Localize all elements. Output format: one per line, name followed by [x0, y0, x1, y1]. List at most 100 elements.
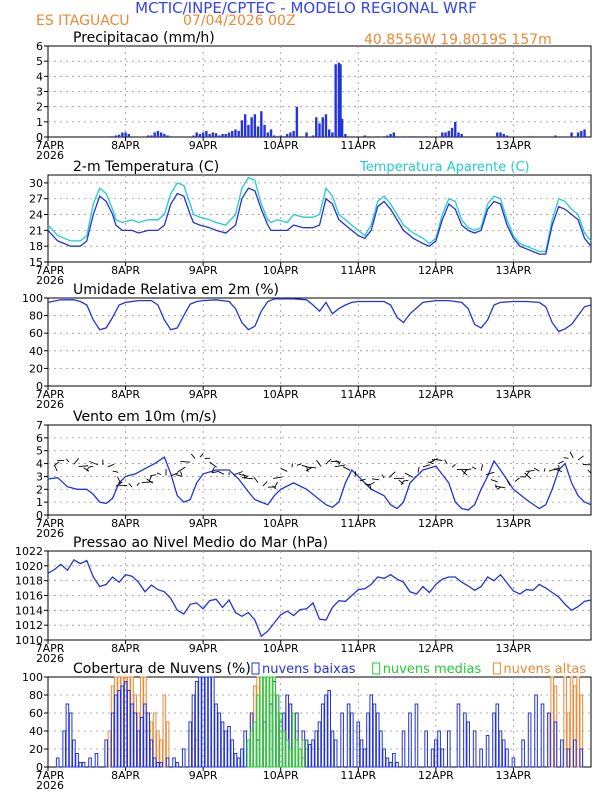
- cloud-bar: [128, 691, 131, 768]
- x-tick-label: 12APR: [418, 388, 454, 401]
- cloud-bar: [315, 731, 318, 767]
- precip-bar: [124, 132, 126, 137]
- cloud-bar: [528, 713, 531, 767]
- cloud-bar: [351, 713, 354, 767]
- precip-bar: [157, 131, 159, 137]
- cloud-bar: [234, 754, 237, 768]
- wind-arrow: [423, 465, 430, 467]
- x-tick-label: 13APR: [496, 517, 532, 530]
- wind-arrow: [181, 472, 182, 476]
- cloud-bar: [464, 713, 467, 767]
- wind-arrow: [365, 484, 369, 485]
- cloud-bar: [376, 713, 379, 767]
- precip-bar: [225, 134, 227, 137]
- precip-bar: [389, 134, 391, 137]
- panel-temp: 2-m Temperatura (C)1518212427307APR20268…: [29, 159, 591, 287]
- precip-bar: [499, 132, 501, 137]
- precip-bar: [580, 131, 582, 137]
- precip-bar: [115, 135, 117, 137]
- precip-bar: [415, 136, 417, 137]
- cloud-bar: [260, 677, 263, 767]
- x-tick-label: 12APR: [418, 264, 454, 277]
- series-line: [48, 299, 591, 332]
- precip-bar: [583, 129, 585, 137]
- cloud-bar: [373, 704, 376, 767]
- precip-bar: [577, 132, 579, 137]
- wind-arrow: [335, 465, 346, 467]
- precip-bar: [451, 128, 453, 137]
- cloud-bar: [69, 713, 72, 767]
- precip-bar: [160, 132, 162, 137]
- x-tick-label: 11APR: [340, 517, 376, 530]
- precip-bar: [234, 129, 236, 137]
- legend-swatch: [252, 663, 259, 674]
- cloud-bar: [321, 704, 324, 767]
- precip-bar: [292, 131, 294, 137]
- cloud-bar: [63, 731, 66, 767]
- y-tick-label: 30: [29, 177, 43, 190]
- cloud-bar: [334, 740, 337, 767]
- cloud-bar: [76, 754, 79, 768]
- wind-arrow: [191, 454, 195, 459]
- wind-arrow: [559, 465, 560, 470]
- precip-bar: [250, 117, 252, 137]
- wind-arrow: [263, 481, 267, 485]
- cloud-bar: [224, 731, 227, 767]
- cloud-bar: [212, 677, 215, 767]
- cloud-bar: [250, 731, 253, 767]
- precip-bar: [237, 131, 239, 137]
- x-tick-label: 8APR: [111, 769, 140, 782]
- panel-title: Vento em 10m (m/s): [73, 409, 217, 425]
- panel-pressure: Pressao ao Nivel Medio do Mar (hPa)10101…: [15, 535, 591, 665]
- header-location: ES ITAGUACU: [36, 13, 130, 29]
- cloud-bar: [331, 731, 334, 767]
- cloud-bar: [166, 758, 169, 767]
- wind-arrow: [89, 466, 94, 467]
- y-tick-label: 80: [29, 310, 43, 323]
- wind-arrow: [157, 473, 161, 475]
- precip-bar: [254, 114, 256, 137]
- wind-arrow: [343, 467, 350, 471]
- y-tick-label: 6: [36, 40, 43, 53]
- precip-bar: [296, 107, 298, 137]
- cloud-bar: [163, 695, 166, 767]
- cloud-bar: [231, 740, 234, 767]
- cloud-bar: [56, 758, 59, 767]
- cloud-bar: [124, 682, 127, 768]
- cloud-bar: [157, 763, 160, 768]
- precip-bar: [147, 135, 149, 137]
- legend-swatch: [493, 663, 500, 674]
- precip-bar: [218, 135, 220, 137]
- x-tick-label: 10APR: [263, 139, 299, 152]
- x-tick-label: 8APR: [111, 264, 140, 277]
- cloud-bar: [457, 704, 460, 767]
- y-tick-label: 20: [29, 362, 43, 375]
- cloud-bar: [218, 713, 221, 767]
- cloud-bar: [312, 740, 315, 767]
- wind-arrow: [108, 464, 114, 467]
- cloud-bar: [208, 677, 211, 767]
- y-tick-label: 1012: [15, 619, 43, 632]
- wind-arrow: [180, 461, 190, 462]
- legend-label: nuvens altas: [503, 662, 586, 677]
- cloud-bar: [82, 763, 85, 768]
- wind-arrow: [178, 467, 186, 472]
- cloud-bar: [286, 740, 289, 767]
- x-tick-label: 13APR: [496, 642, 532, 655]
- cloud-bar: [396, 763, 399, 768]
- wind-arrow: [212, 467, 215, 472]
- cloud-bar: [247, 740, 250, 767]
- cloud-bar: [367, 713, 370, 767]
- precip-bar: [383, 136, 385, 137]
- wind-arrow: [578, 456, 584, 460]
- cloud-bar: [548, 713, 551, 767]
- cloud-bar: [134, 713, 137, 767]
- y-tick-label: 1018: [15, 575, 43, 588]
- x-tick-label: 11APR: [340, 139, 376, 152]
- wind-arrow: [74, 458, 79, 464]
- precip-bar: [231, 131, 233, 137]
- wind-arrow: [403, 480, 408, 481]
